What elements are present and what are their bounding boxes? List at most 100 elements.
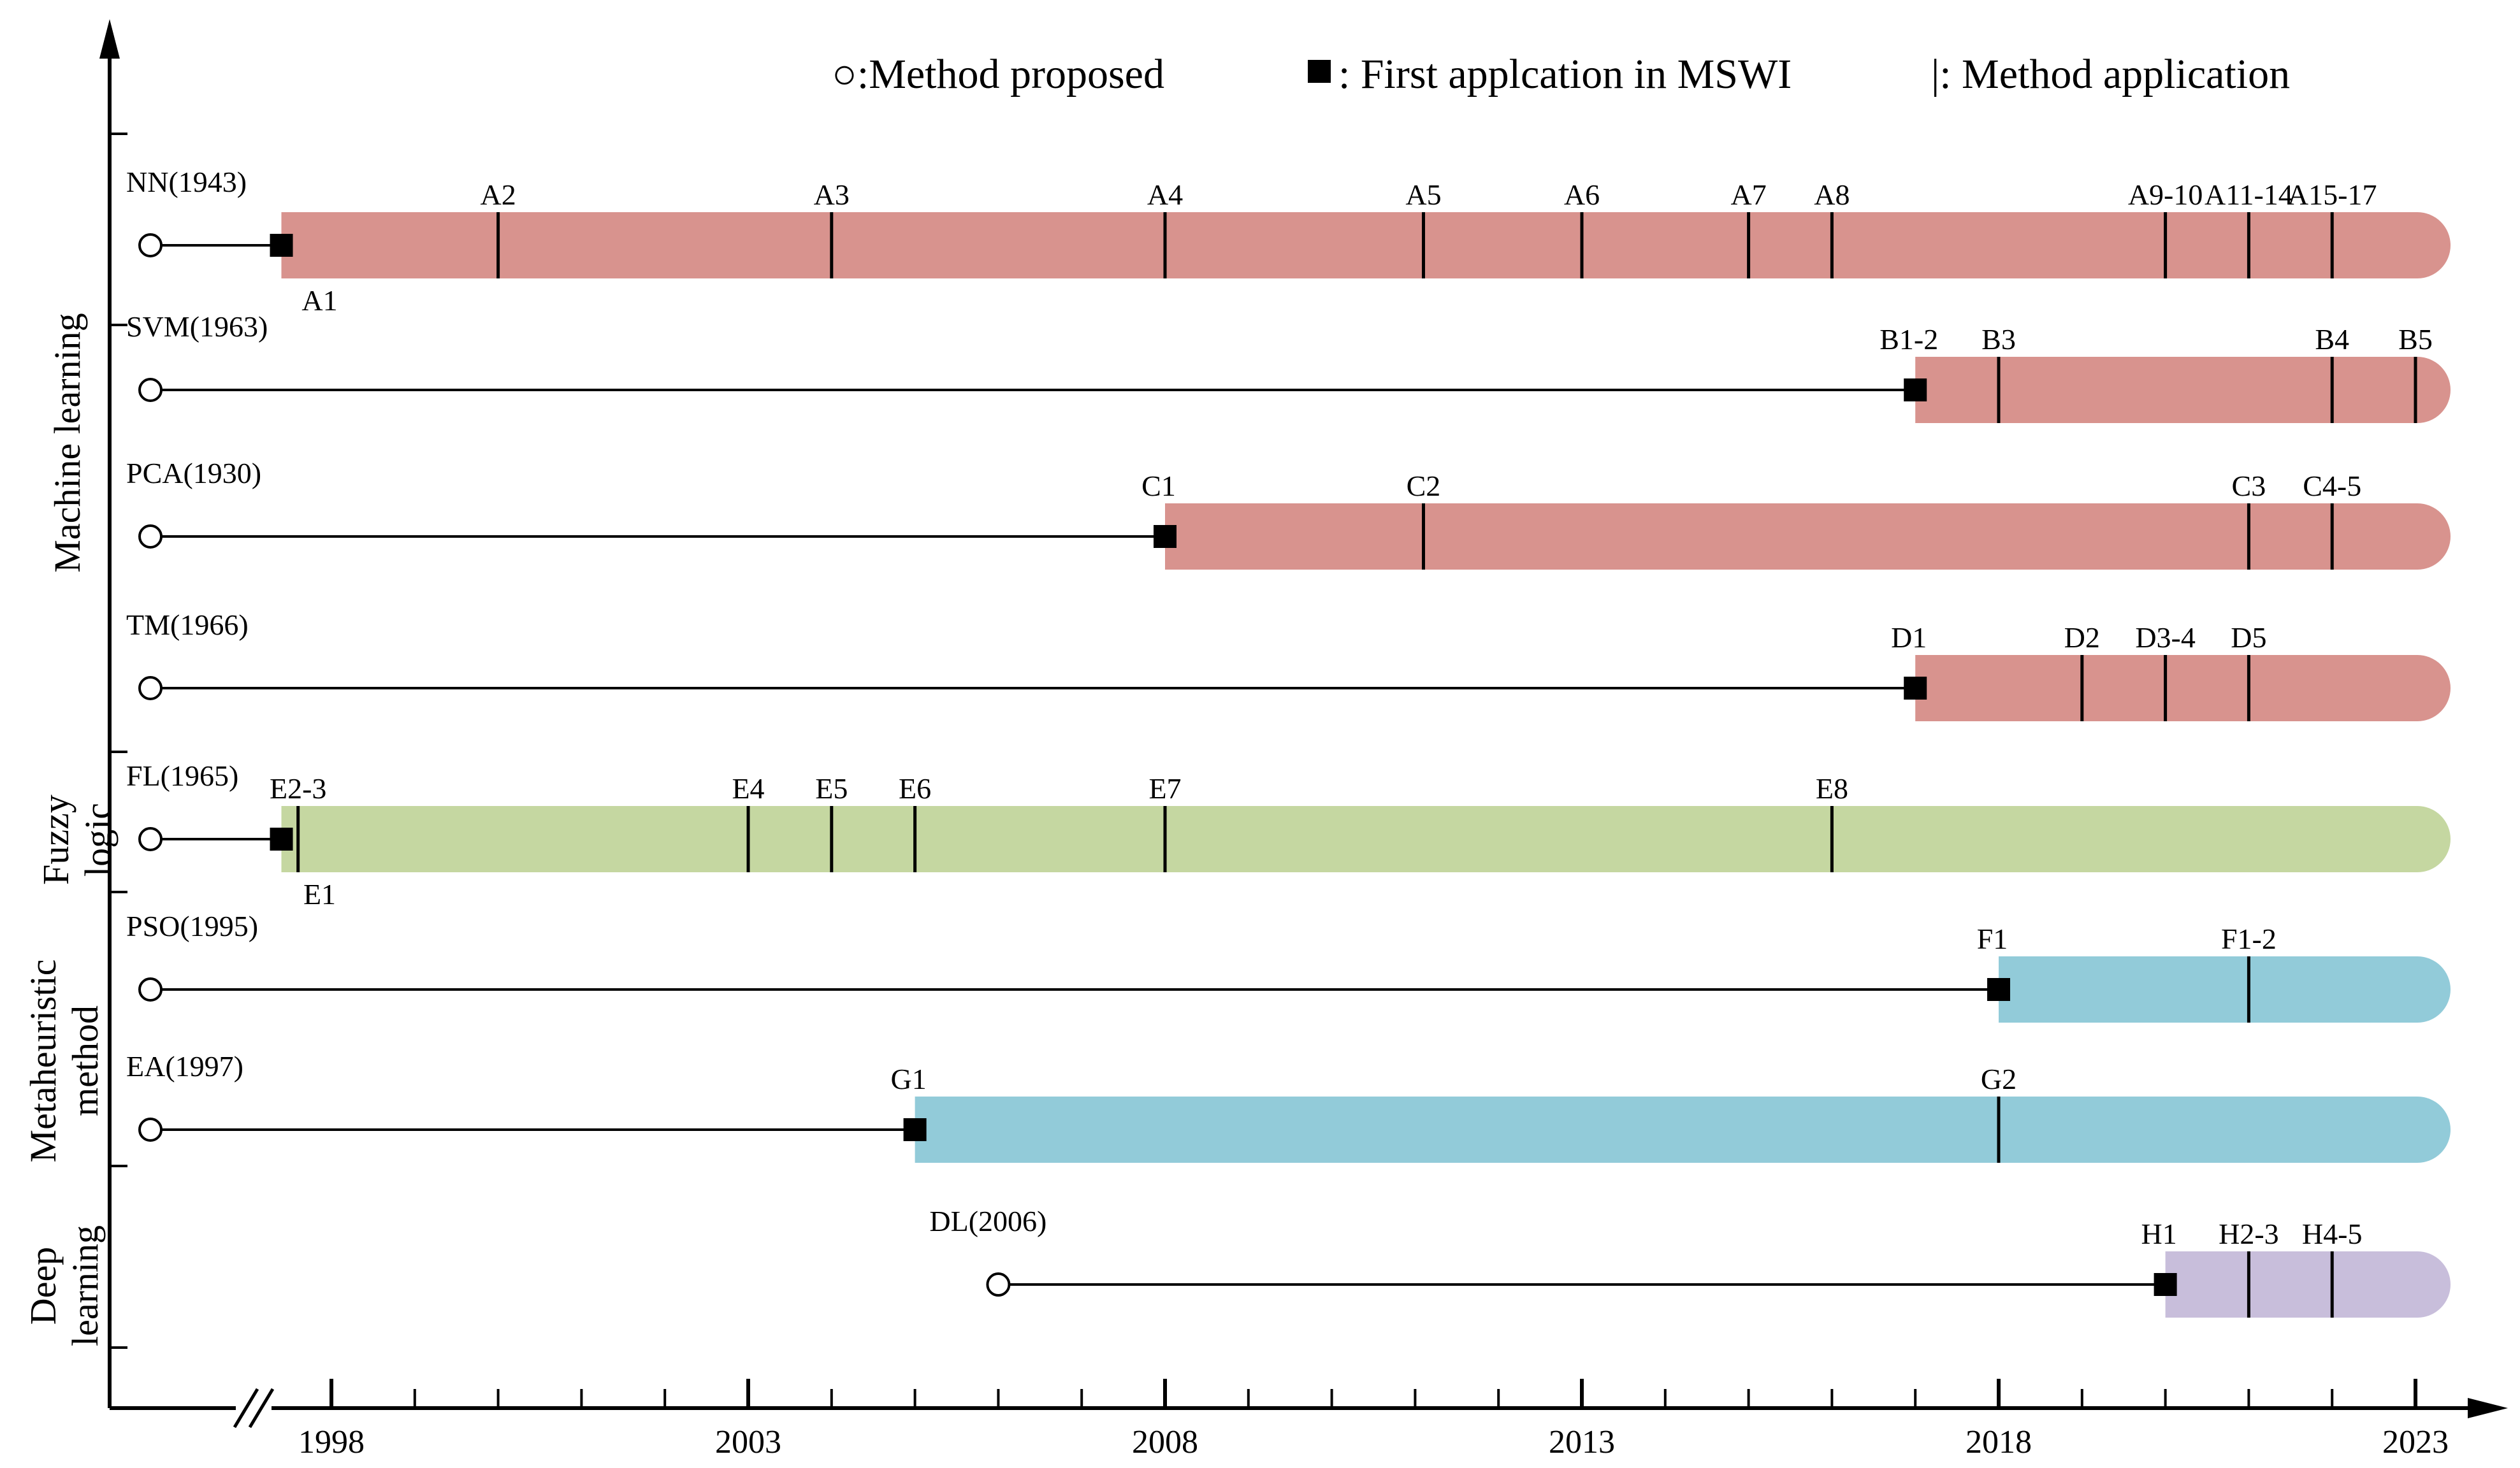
first-application-label: G1	[890, 1063, 926, 1095]
legend-proposed-label: ○:Method proposed	[832, 51, 1164, 97]
method-application-label: G2	[1981, 1063, 2017, 1095]
first-application-label: B1-2	[1879, 323, 1938, 356]
method-application-label: A2	[480, 178, 516, 211]
method-row-dl: DL(2006) H2-3 H4-5 H1	[929, 1205, 2451, 1318]
category-label-metaheuristic-method: Metaheuristic method	[22, 960, 106, 1163]
method-application-bar	[915, 1097, 2451, 1163]
first-application-square-icon	[1904, 378, 1927, 401]
category-label-fuzzy-logic: Fuzzy logic	[35, 795, 119, 885]
method-application-label: D2	[2064, 621, 2100, 654]
axis-break-icon	[233, 1388, 275, 1428]
method-application-label: A5	[1405, 178, 1441, 211]
method-application-label: E2-3	[270, 772, 326, 805]
category-label-line: learning	[64, 1225, 106, 1346]
method-application-bar	[1165, 503, 2451, 570]
first-application-square-icon	[270, 828, 293, 851]
method-application-label: C4-5	[2303, 470, 2361, 502]
category-label-line: Deep	[22, 1247, 64, 1325]
method-proposed-circle-icon	[986, 1272, 1011, 1297]
method-name-label: PCA(1930)	[126, 457, 261, 489]
axes: 1998 2003 2008 2013 2018 2023	[99, 19, 2508, 1460]
y-axis-arrow-icon	[99, 19, 120, 59]
x-axis-year-label: 2018	[1966, 1424, 2032, 1460]
method-application-label: B4	[2315, 323, 2349, 356]
first-application-square-icon	[903, 1118, 927, 1141]
method-name-label: SVM(1963)	[126, 310, 268, 343]
method-application-label: A15-17	[2287, 178, 2377, 211]
method-application-label: D5	[2231, 621, 2266, 654]
first-application-label: C1	[1141, 470, 1176, 502]
method-proposed-circle-icon	[138, 676, 163, 700]
method-application-label: E8	[1816, 772, 1848, 805]
category-labels: Machine learning Fuzzy logic Metaheuristic m…	[22, 313, 119, 1346]
method-row-fl: FL(1965) E2-3 E4 E5 E6 E7 E8 E1	[126, 759, 2451, 910]
first-application-square-icon	[1154, 525, 1177, 548]
first-application-label: D1	[1891, 621, 1927, 654]
category-label-line: Machine learning	[47, 313, 88, 572]
method-application-bar	[281, 806, 2451, 872]
method-name-label: NN(1943)	[126, 166, 247, 198]
method-proposed-circle-icon	[138, 827, 163, 851]
method-row-tm: TM(1966) D2 D3-4 D5 D1	[126, 608, 2451, 721]
method-application-label: B5	[2398, 323, 2433, 356]
method-proposed-circle-icon	[138, 524, 163, 549]
method-proposed-circle-icon	[138, 1118, 163, 1142]
category-label-deep-learning: Deep learning	[22, 1225, 106, 1346]
method-application-label: E5	[815, 772, 848, 805]
method-name-label: FL(1965)	[126, 759, 238, 792]
x-axis-ticks: 1998 2003 2008 2013 2018 2023	[298, 1379, 2449, 1460]
method-proposed-circle-icon	[138, 378, 163, 402]
first-application-label: A1	[301, 284, 337, 317]
method-application-label: A6	[1564, 178, 1600, 211]
method-name-label: DL(2006)	[929, 1205, 1046, 1237]
x-axis-year-label: 2003	[715, 1424, 781, 1460]
y-axis-ticks	[110, 133, 127, 1349]
method-row-pso: PSO(1995) F1-2 F1	[126, 910, 2451, 1023]
method-application-label: H2-3	[2219, 1218, 2279, 1250]
method-application-label: D3-4	[2135, 621, 2196, 654]
x-axis-year-label: 2023	[2382, 1424, 2449, 1460]
first-application-square-icon	[270, 234, 293, 257]
method-application-label: H4-5	[2302, 1218, 2363, 1250]
method-row-pca: PCA(1930) C2 C3 C4-5 C1	[126, 457, 2451, 570]
x-axis-arrow-icon	[2468, 1398, 2508, 1418]
method-application-label: C2	[1407, 470, 1441, 502]
category-label-line: Metaheuristic	[22, 960, 64, 1163]
method-application-label: A7	[1730, 178, 1766, 211]
method-name-label: TM(1966)	[126, 608, 249, 641]
method-application-label: C3	[2232, 470, 2266, 502]
method-application-label: B3	[1981, 323, 2016, 356]
method-application-label: A11-14	[2205, 178, 2293, 211]
first-application-label: E1	[303, 878, 336, 910]
first-application-square-icon	[2154, 1273, 2177, 1296]
method-application-bar	[281, 212, 2451, 278]
category-label-line: logic	[77, 803, 119, 877]
method-application-label: A3	[814, 178, 850, 211]
x-axis-year-label: 1998	[298, 1424, 365, 1460]
method-proposed-circle-icon	[138, 233, 163, 257]
method-application-label: E7	[1148, 772, 1181, 805]
method-application-label: E6	[899, 772, 931, 805]
method-row-ea: EA(1997) G2 G1	[126, 1050, 2451, 1163]
method-application-label: F1-2	[2221, 923, 2277, 955]
method-application-bar	[2165, 1251, 2451, 1318]
category-label-line: method	[64, 1005, 106, 1116]
method-application-bar	[1999, 956, 2451, 1023]
method-application-label: A4	[1147, 178, 1183, 211]
first-application-label: F1	[1977, 923, 2008, 955]
method-application-bar	[1915, 655, 2451, 721]
legend-method-application-label: |: Method application	[1931, 51, 2290, 97]
first-application-square-icon	[1904, 677, 1927, 700]
first-application-square-icon	[1308, 60, 1331, 83]
first-application-label: H1	[2141, 1218, 2176, 1250]
method-name-label: PSO(1995)	[126, 910, 258, 942]
category-label-line: Fuzzy	[35, 795, 76, 885]
method-row-svm: SVM(1963) B3 B4 B5 B1-2	[126, 310, 2451, 423]
category-label-machine-learning: Machine learning	[47, 313, 88, 572]
x-axis-year-label: 2008	[1132, 1424, 1198, 1460]
method-proposed-circle-icon	[138, 977, 163, 1002]
legend-first-application-label: : First applcation in MSWI	[1338, 51, 1792, 97]
